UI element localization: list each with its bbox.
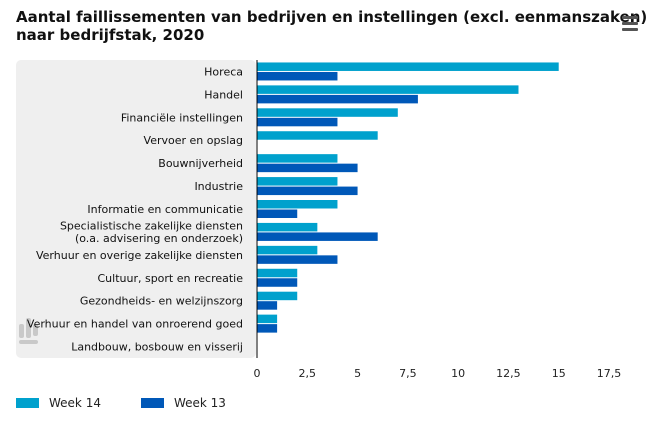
bar-week-14-0[interactable] — [257, 62, 559, 71]
bar-week-14-9[interactable] — [257, 268, 298, 278]
bar-week-14-2[interactable] — [257, 108, 398, 117]
category-label-0: Horeca — [204, 65, 243, 78]
bar-week-13-5[interactable] — [257, 186, 358, 196]
bar-week-13-1[interactable] — [257, 94, 418, 104]
bar-week-14-11[interactable] — [257, 314, 278, 324]
category-label-12: Landbouw, bosbouw en visserij — [71, 341, 243, 354]
bar-week-13-8[interactable] — [257, 255, 338, 264]
bar-week-13-7[interactable] — [257, 232, 378, 241]
bar-week-14-7[interactable] — [257, 222, 318, 232]
bar-week-13-0[interactable] — [257, 71, 338, 81]
legend-swatch-week-13 — [140, 398, 164, 408]
category-label-11: Verhuur en handel van onroerend goed — [27, 318, 243, 331]
bar-week-13-9[interactable] — [257, 278, 298, 287]
category-label-4: Bouwnijverheid — [158, 157, 243, 170]
category-label-9: Cultuur, sport en recreatie — [97, 272, 243, 285]
bar-week-14-10[interactable] — [257, 291, 298, 301]
x-tick-label-4: 10 — [451, 367, 465, 380]
chart-title-line-1: Aantal faillissementen van bedrijven en … — [16, 8, 648, 26]
x-tick-label-3: 7,5 — [399, 367, 417, 380]
category-label-7: Specialistische zakelijke diensten (o.a. … — [60, 220, 243, 246]
x-tick-label-0: 0 — [254, 367, 261, 380]
x-tick-label-7: 17,5 — [597, 367, 622, 380]
bar-week-14-8[interactable] — [257, 245, 318, 255]
legend: Week 14 Week 13 — [16, 396, 266, 410]
category-label-1: Handel — [204, 88, 243, 101]
category-label-2: Financiële instellingen — [121, 111, 243, 124]
bar-week-14-6[interactable] — [257, 200, 338, 209]
bar-week-13-4[interactable] — [257, 163, 358, 173]
category-label-10: Gezondheids- en welzijnszorg — [80, 295, 243, 308]
x-tick-label-1: 2,5 — [299, 367, 317, 380]
bar-week-14-1[interactable] — [257, 85, 519, 94]
category-label-5: Industrie — [194, 180, 243, 193]
bar-week-13-10[interactable] — [257, 301, 278, 310]
chart-title-line-2: naar bedrijfstak, 2020 — [16, 26, 205, 44]
cbs-logo-watermark — [19, 318, 38, 344]
category-label-3: Vervoer en opslag — [144, 134, 243, 147]
menu-bar-line — [622, 22, 638, 25]
bar-week-14-4[interactable] — [257, 154, 338, 163]
legend-item-week-14[interactable]: Week 14 — [16, 396, 101, 410]
hamburger-menu-icon[interactable] — [616, 10, 644, 36]
menu-bar-line — [622, 28, 638, 31]
bar-week-13-2[interactable] — [257, 117, 338, 127]
bar-week-13-11[interactable] — [257, 324, 278, 333]
category-label-8: Verhuur en overige zakelijke diensten — [36, 249, 243, 262]
menu-bar-line — [622, 16, 638, 19]
x-tick-label-2: 5 — [354, 367, 361, 380]
x-tick-label-5: 12,5 — [496, 367, 521, 380]
x-tick-label-6: 15 — [552, 367, 566, 380]
legend-label-week-13: Week 13 — [173, 396, 226, 410]
bar-week-14-5[interactable] — [257, 177, 338, 186]
legend-item-week-13[interactable]: Week 13 — [140, 396, 226, 410]
legend-label-week-14: Week 14 — [49, 396, 101, 410]
legend-swatch-week-14 — [16, 398, 39, 408]
chart-panel-background — [16, 60, 256, 358]
bar-week-13-6[interactable] — [257, 209, 298, 219]
category-label-6: Informatie en communicatie — [87, 203, 243, 216]
bar-week-14-3[interactable] — [257, 131, 378, 140]
chart-title: Aantal faillissementen van bedrijven en … — [16, 8, 648, 44]
